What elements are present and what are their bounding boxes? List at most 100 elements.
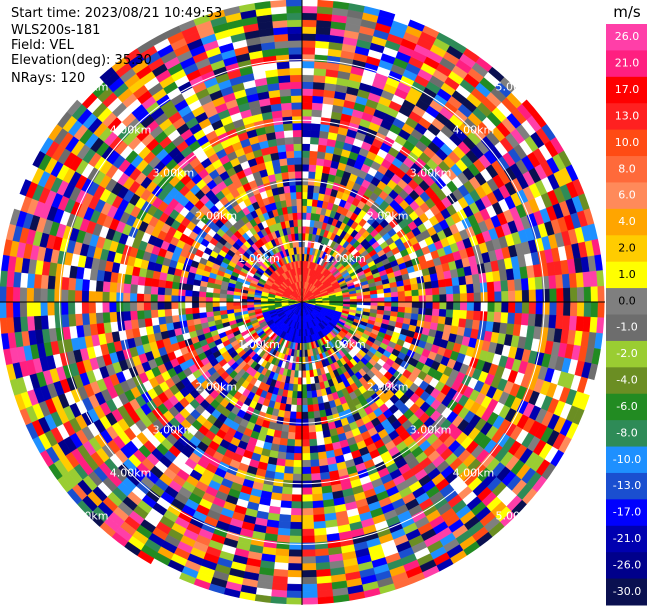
- gate-cell: [301, 521, 315, 530]
- gate-cell: [102, 291, 110, 303]
- gate-cell: [67, 301, 76, 315]
- gate-cell: [306, 397, 314, 406]
- gate-cell: [109, 311, 118, 323]
- gate-cell: [12, 301, 21, 318]
- gate-cell: [404, 301, 413, 308]
- gate-cell: [286, 438, 295, 447]
- gate-cell: [301, 590, 318, 599]
- gate-cell: [280, 95, 292, 104]
- gate-cell: [314, 548, 329, 557]
- gate-cell: [310, 122, 321, 131]
- gate-cell: [293, 459, 303, 468]
- gate-cell: [296, 398, 303, 406]
- gate-cell: [292, 212, 298, 221]
- gate-cell: [275, 458, 286, 467]
- gate-cell: [276, 144, 287, 153]
- gate-cell: [301, 115, 312, 124]
- gate-cell: [301, 164, 310, 172]
- gate-cell: [280, 500, 292, 509]
- gate-cell: [171, 288, 179, 296]
- gate-cell: [311, 486, 323, 495]
- gate-cell: [295, 411, 303, 420]
- gate-cell: [184, 301, 193, 309]
- gate-cell: [301, 157, 310, 165]
- gate-cell: [67, 289, 76, 303]
- gate-cell: [301, 129, 312, 138]
- gate-cell: [288, 171, 296, 179]
- gate-cell: [315, 568, 332, 578]
- gate-cell: [301, 19, 317, 28]
- gate-cell: [178, 307, 186, 316]
- gate-cell: [280, 164, 289, 173]
- gate-cell: [285, 199, 293, 208]
- gate-cell: [301, 150, 311, 158]
- gate-cell: [308, 164, 317, 173]
- gate-cell: [150, 285, 159, 295]
- gate-cell: [315, 40, 330, 49]
- gate-cell: [418, 301, 427, 309]
- gate-cell: [384, 301, 392, 307]
- gate-cell: [308, 431, 317, 440]
- gate-cell: [270, 0, 287, 8]
- gate-cell: [164, 294, 172, 303]
- gate-cell: [301, 81, 314, 90]
- gate-cell: [301, 501, 314, 509]
- gate-cell: [285, 150, 295, 159]
- gate-cell: [289, 528, 303, 537]
- gate-cell: [309, 150, 319, 159]
- gate-cell: [315, 431, 324, 440]
- gate-cell: [391, 301, 399, 308]
- gate-cell: [309, 452, 319, 461]
- gate-cell: [283, 466, 294, 475]
- gate-cell: [316, 157, 325, 167]
- gate-cell: [280, 102, 293, 111]
- gate-cell: [301, 466, 312, 475]
- gate-cell: [301, 40, 316, 48]
- gate-cell: [157, 286, 166, 295]
- gate-cell: [102, 301, 110, 313]
- gate-cell: [115, 301, 124, 312]
- gate-cell: [290, 198, 298, 207]
- gate-cell: [157, 316, 167, 325]
- gate-cell: [280, 431, 289, 440]
- gate-cell: [285, 452, 295, 461]
- gate-cell: [308, 425, 316, 433]
- gate-cell: [192, 312, 201, 320]
- gate-cell: [278, 81, 292, 90]
- gate-cell: [289, 411, 297, 420]
- gate-cell: [314, 534, 328, 543]
- gate-cell: [60, 289, 69, 303]
- gate-cell: [301, 198, 308, 206]
- gate-cell: [170, 294, 179, 303]
- gate-cell: [198, 296, 206, 303]
- gate-cell: [290, 88, 303, 96]
- gate-cell: [301, 60, 315, 69]
- gate-cell: [307, 411, 315, 420]
- gate-cell: [309, 438, 318, 447]
- gate-cell: [315, 33, 331, 42]
- gate-cell: [301, 108, 313, 117]
- gate-cell: [122, 283, 131, 294]
- gate-cell: [301, 226, 307, 234]
- gate-cell: [297, 226, 303, 234]
- gate-cell: [122, 292, 131, 303]
- gate-cell: [288, 425, 296, 433]
- gate-cell: [274, 130, 285, 139]
- gate-cell: [157, 279, 167, 288]
- gate-cell: [281, 109, 293, 118]
- gate-cell: [219, 297, 227, 303]
- gate-cell: [576, 301, 585, 317]
- gate-cell: [316, 151, 326, 160]
- gate-cell: [575, 316, 585, 332]
- gate-cell: [232, 298, 241, 303]
- gate-cell: [293, 150, 303, 158]
- gate-cell: [212, 297, 220, 303]
- gate-cell: [281, 486, 293, 495]
- gate-cell: [296, 391, 303, 399]
- gate-cell: [363, 301, 372, 306]
- gate-cell: [301, 446, 311, 454]
- gate-cell: [277, 67, 291, 77]
- gate-cell: [316, 19, 332, 29]
- gate-cell: [289, 74, 303, 83]
- gate-cell: [290, 81, 303, 90]
